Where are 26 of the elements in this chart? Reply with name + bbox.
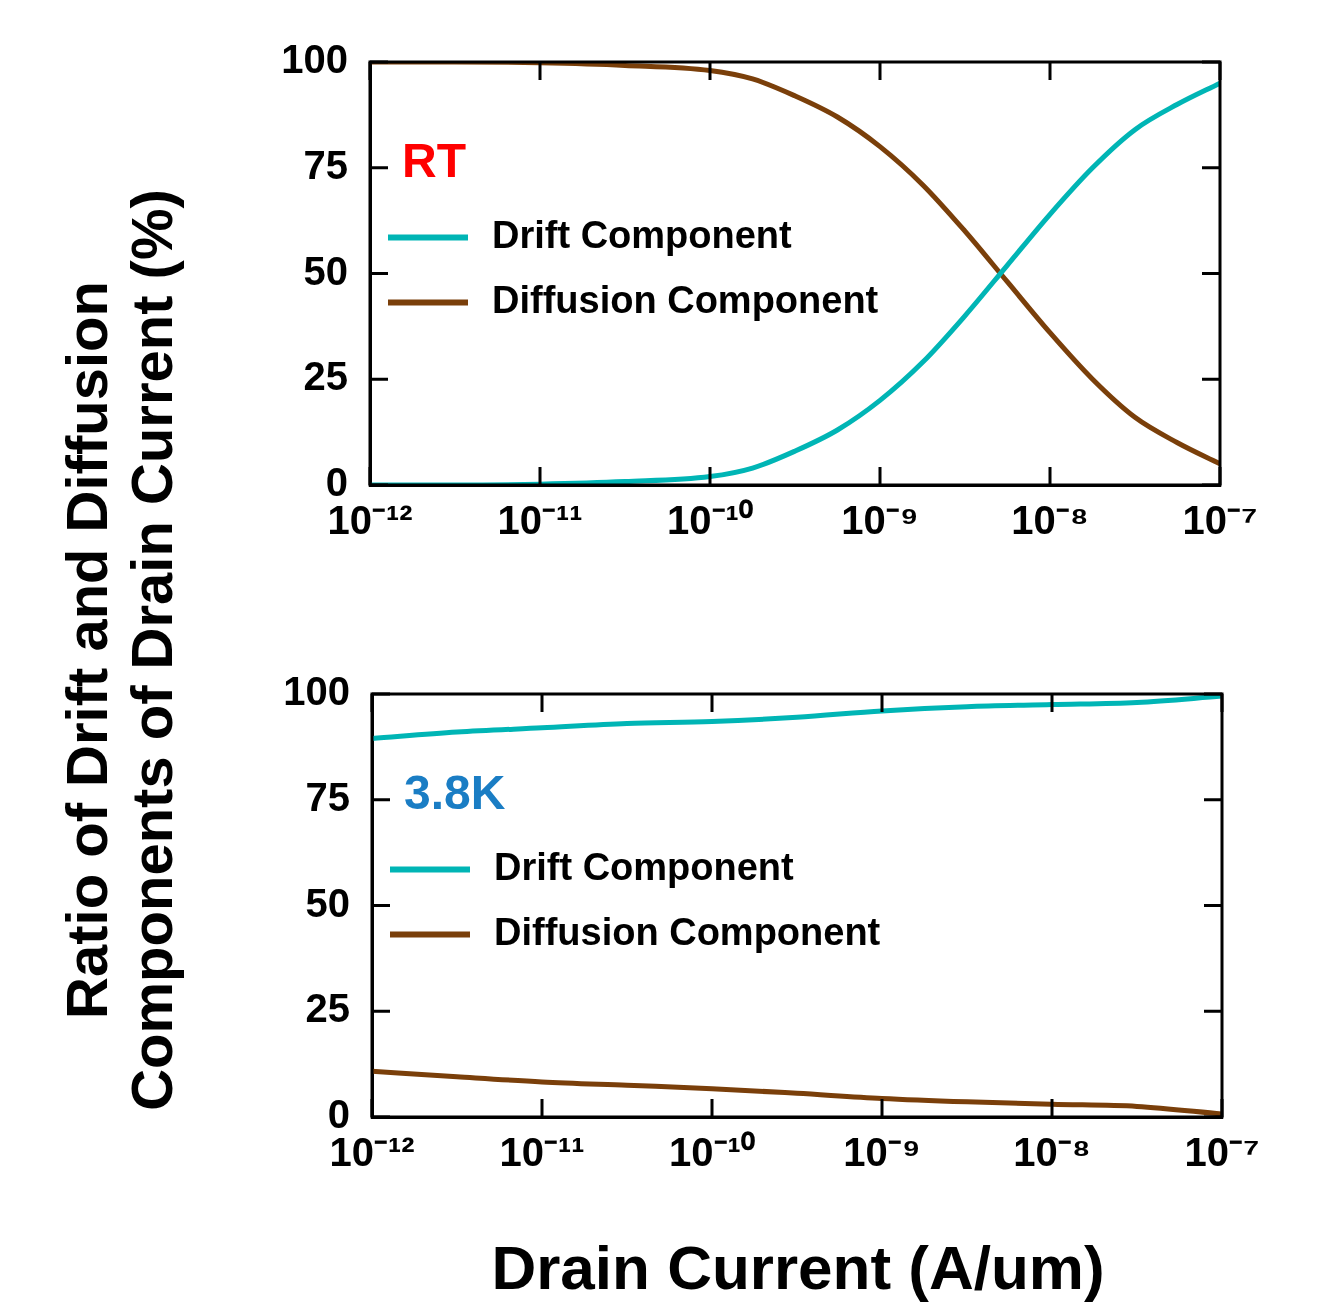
x-tick-label: 10⁻¹⁰	[669, 1130, 755, 1175]
legend-label: Diffusion Component	[492, 279, 879, 322]
y-tick-label: 75	[303, 142, 348, 187]
legend-label: Drift Component	[492, 214, 793, 257]
x-axis-title: Drain Current (A/um)	[490, 1232, 1106, 1303]
x-tick-label: 10⁻⁹	[841, 498, 919, 543]
y-tick-label: 100	[283, 669, 350, 714]
y-axis-title: Ratio of Drift and Diffusion Components of Drain Current (%)	[53, 188, 185, 1113]
legend-label: Diffusion Component	[494, 911, 881, 954]
y-tick-label: 50	[305, 880, 350, 925]
annotation: RT	[402, 133, 466, 187]
y-tick-label: 50	[303, 248, 348, 293]
x-tick-label: 10⁻⁷	[1182, 498, 1258, 543]
y-tick-label: 75	[305, 774, 350, 819]
y-tick-label: 25	[303, 354, 348, 399]
x-tick-label: 10⁻⁸	[1011, 498, 1089, 543]
x-tick-label: 10⁻⁹	[843, 1130, 921, 1175]
x-tick-label: 10⁻¹¹	[499, 1130, 585, 1175]
x-tick-label: 10⁻⁷	[1184, 1130, 1260, 1175]
legend-label: Drift Component	[494, 846, 795, 889]
x-tick-label: 10⁻⁸	[1013, 1130, 1091, 1175]
x-tick-label: 10⁻¹¹	[497, 498, 583, 543]
x-tick-label: 10⁻¹⁰	[667, 498, 753, 543]
annotation: 3.8K	[404, 765, 506, 819]
y-tick-label: 25	[305, 986, 350, 1031]
y-tick-label: 100	[281, 37, 348, 82]
